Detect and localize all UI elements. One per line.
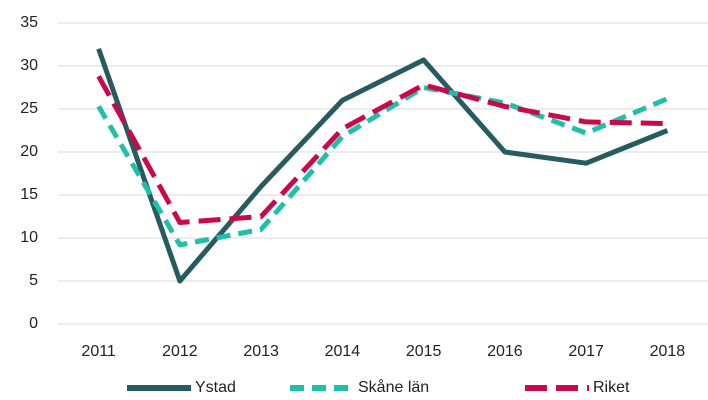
y-tick-label: 20	[20, 143, 38, 160]
x-tick-label: 2015	[406, 343, 442, 360]
legend-label: Riket	[593, 379, 630, 396]
legend-label: Skåne län	[358, 378, 429, 396]
y-tick-label: 15	[20, 186, 38, 203]
y-tick-label: 25	[20, 100, 38, 117]
x-tick-label: 2018	[650, 343, 686, 360]
x-tick-label: 2013	[243, 343, 279, 360]
series-line	[96, 75, 668, 226]
y-tick-label: 5	[29, 272, 38, 289]
x-tick-label: 2016	[487, 343, 523, 360]
x-tick-label: 2012	[162, 343, 198, 360]
series-line	[96, 85, 669, 248]
y-tick-label: 35	[20, 14, 38, 31]
series-line	[96, 47, 669, 284]
x-tick-label: 2017	[568, 343, 604, 360]
x-tick-label: 2014	[325, 343, 361, 360]
y-tick-label: 10	[20, 229, 38, 246]
x-tick-label: 2011	[81, 343, 116, 360]
y-tick-label: 30	[20, 57, 38, 74]
legend-label: Ystad	[195, 379, 236, 396]
y-tick-label: 0	[29, 315, 38, 332]
